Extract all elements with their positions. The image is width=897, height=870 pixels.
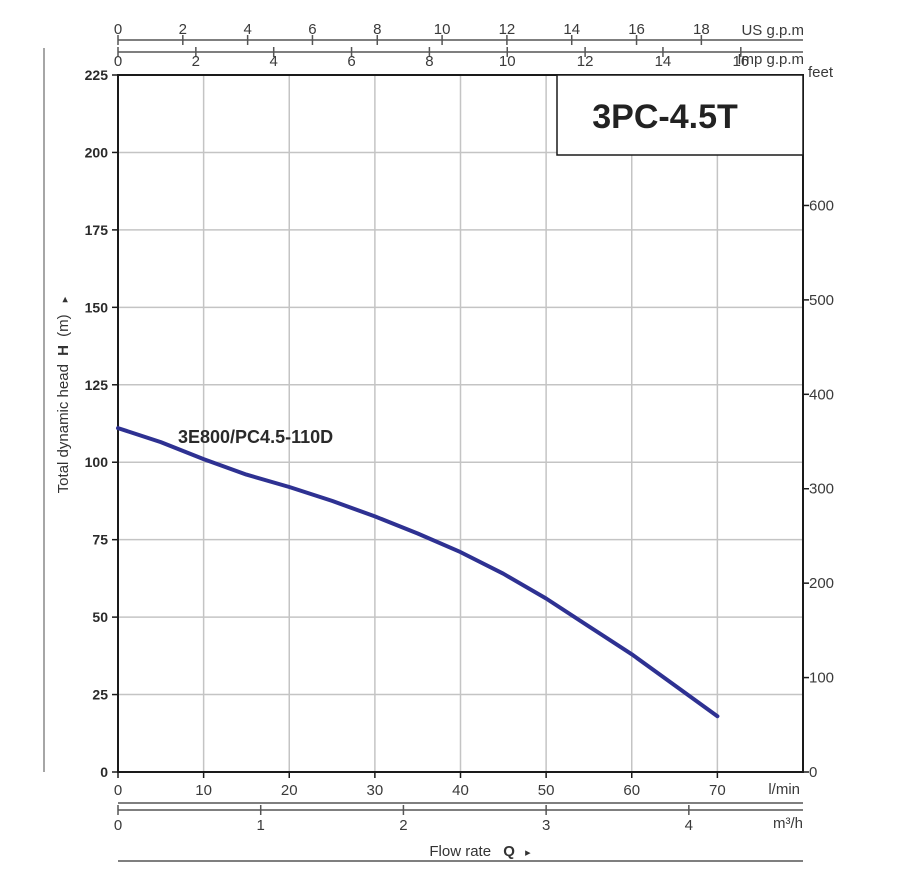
- x-axis-lpm: 0 10 20 30 40 50 60 70: [114, 772, 726, 799]
- series-group: [116, 426, 720, 719]
- model-title-frame: [556, 74, 804, 156]
- feet-tick-label: 600: [809, 197, 834, 214]
- feet-unit-label: feet: [808, 64, 834, 81]
- secondary-tick-label: 0: [114, 817, 122, 834]
- x-tick-label: 30: [367, 782, 384, 799]
- secondary-tick-label: 12: [499, 21, 516, 38]
- secondary-tick-label: 0: [114, 53, 122, 70]
- x-tick-label: 20: [281, 782, 298, 799]
- secondary-tick-label: 4: [685, 817, 693, 834]
- secondary-tick-label: 4: [243, 21, 251, 38]
- x-tick-label: 0: [114, 782, 122, 799]
- secondary-tick-label: 2: [192, 53, 200, 70]
- x-tick-label: 70: [709, 782, 726, 799]
- secondary-tick-label: 4: [270, 53, 278, 70]
- secondary-tick-label: 6: [347, 53, 355, 70]
- secondary-tick-label: 16: [628, 21, 645, 38]
- feet-tick-label: 200: [809, 575, 834, 592]
- model-title-box: 3PC-4.5T: [556, 74, 804, 156]
- secondary-tick-label: 8: [425, 53, 433, 70]
- y-axis-label: Total dynamic head H (m) ▸: [55, 296, 72, 493]
- grid: [118, 75, 803, 772]
- y-tick-label: 225: [85, 67, 109, 83]
- secondary-tick-label: 18: [693, 21, 710, 38]
- lpm-unit-label: l/min: [768, 781, 800, 798]
- y-tick-label: 100: [85, 454, 109, 470]
- y-tick-label: 125: [85, 377, 109, 393]
- us-gpm-unit-label: US g.p.m: [741, 22, 804, 39]
- secondary-tick-label: 6: [308, 21, 316, 38]
- y-tick-label: 0: [100, 764, 108, 780]
- y-tick-label: 25: [92, 687, 108, 703]
- secondary-tick-label: 0: [114, 21, 122, 38]
- secondary-tick-label: 2: [399, 817, 407, 834]
- series-label: 3E800/PC4.5-110D: [178, 427, 333, 447]
- secondary-tick-label: 12: [577, 53, 594, 70]
- series-line: [116, 426, 720, 719]
- feet-tick-label: 400: [809, 386, 834, 403]
- y-tick-label: 150: [85, 299, 109, 315]
- secondary-tick-label: 8: [373, 21, 381, 38]
- y-axis-left: 0 25 50 75 100 125 150 175 200 225: [85, 67, 118, 780]
- secondary-tick-label: 3: [542, 817, 550, 834]
- secondary-tick-label: 14: [655, 53, 672, 70]
- x-tick-label: 40: [452, 782, 469, 799]
- secondary-tick-label: 14: [563, 21, 580, 38]
- x-axis-label: Flow rate Q ▸: [429, 843, 531, 860]
- secondary-tick-label: 10: [499, 53, 516, 70]
- feet-tick-label: 300: [809, 481, 834, 498]
- feet-tick-label: 100: [809, 670, 834, 687]
- y-axis-right-feet: 0 100 200 300 400 500 600: [803, 197, 834, 781]
- secondary-tick-label: 2: [179, 21, 187, 38]
- x-tick-label: 10: [195, 782, 212, 799]
- feet-tick-label: 0: [809, 764, 817, 781]
- m3h-axis: 0 1 2 3 4: [114, 805, 693, 834]
- y-tick-label: 50: [92, 609, 108, 625]
- secondary-tick-label: 1: [257, 817, 265, 834]
- x-tick-label: 50: [538, 782, 555, 799]
- top-axes: 0 2 4 6 8 10 12 14 16 18 US g.p.m 0 2 4 6 8 10 12 14 16 I…: [114, 21, 804, 70]
- y-tick-label: 75: [92, 532, 108, 548]
- feet-tick-label: 500: [809, 292, 834, 309]
- secondary-tick-label: 16: [732, 53, 749, 70]
- us-gpm-axis: 0 2 4 6 8 10 12 14 16 18: [114, 21, 710, 45]
- model-title: 3PC-4.5T: [592, 98, 738, 136]
- secondary-tick-label: 10: [434, 21, 451, 38]
- x-tick-label: 60: [623, 782, 640, 799]
- imp-gpm-unit-label: Imp g.p.m: [737, 51, 804, 68]
- y-tick-label: 200: [85, 144, 109, 160]
- y-tick-label: 175: [85, 222, 109, 238]
- m3h-unit-label: m³/h: [773, 815, 803, 832]
- imp-gpm-axis: 0 2 4 6 8 10 12 14 16: [114, 47, 749, 70]
